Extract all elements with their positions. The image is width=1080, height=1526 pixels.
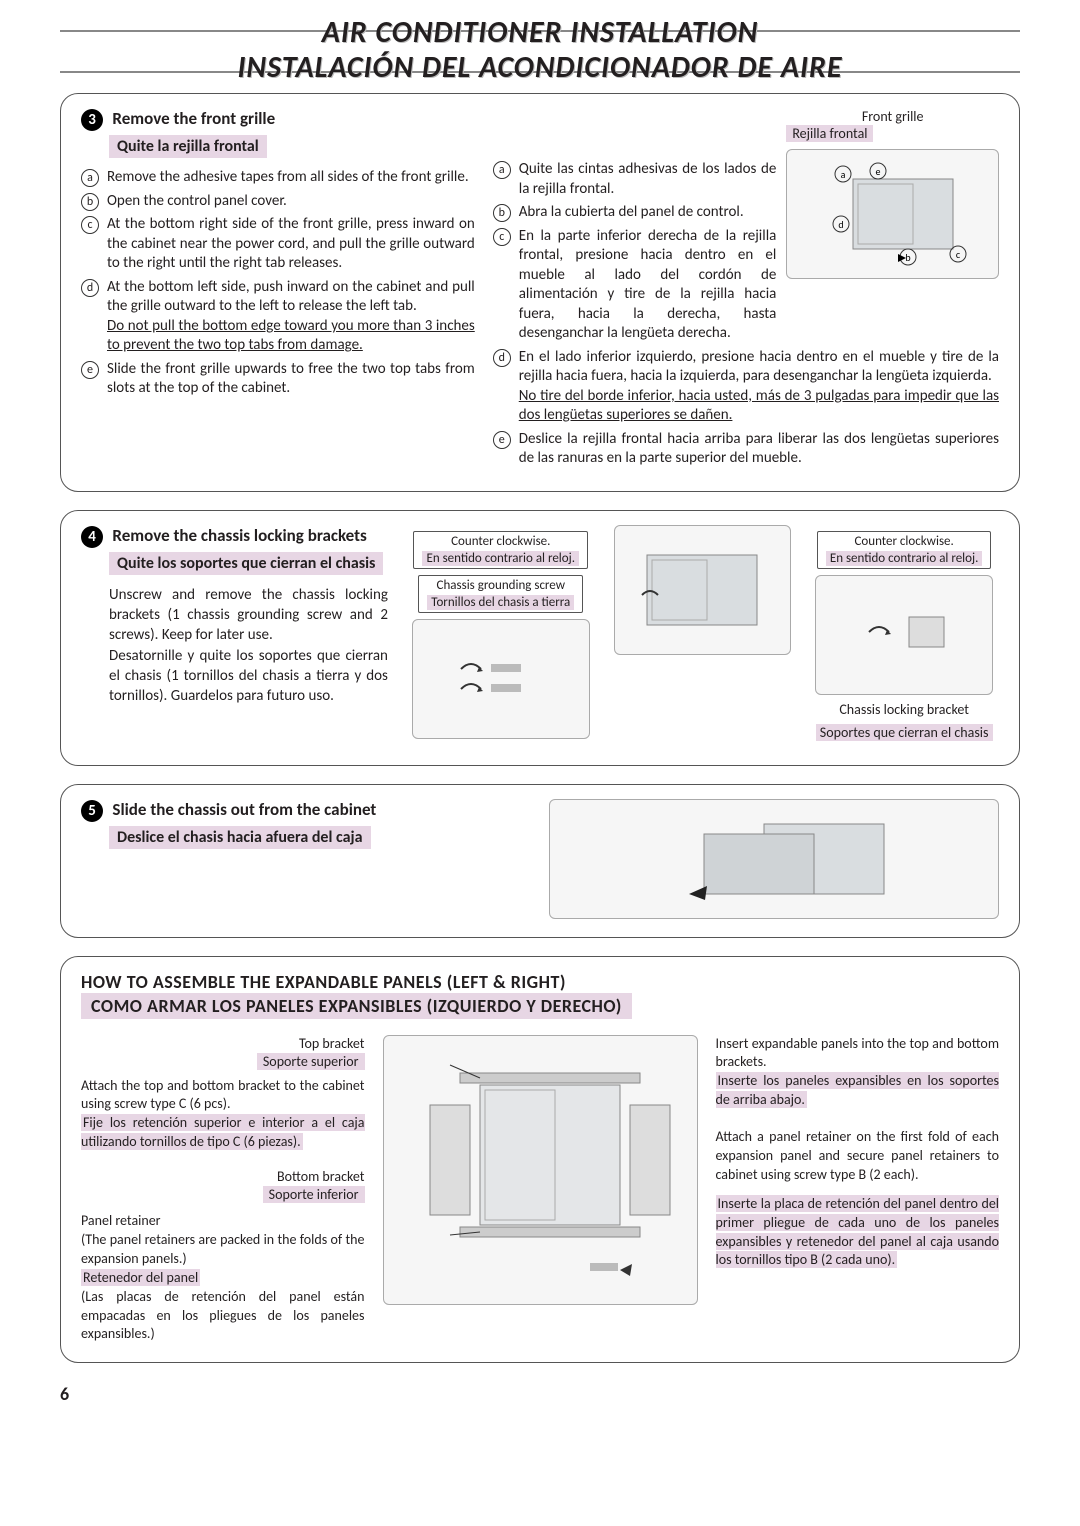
page-title-block: AIR CONDITIONER INSTALLATION INSTALACIÓN… (60, 30, 1020, 73)
bottom-bracket-label-en: Bottom bracket (277, 1168, 365, 1185)
step4-box: 4 Remove the chassis locking brackets Qu… (60, 510, 1020, 766)
step4-figure-screws (412, 619, 590, 739)
step5-box: 5 Slide the chassis out from the cabinet… (60, 784, 1020, 938)
step5-title-es: Deslice el chasis hacia afuera del caja (109, 826, 371, 849)
panels-box: HOW TO ASSEMBLE THE EXPANDABLE PANELS (L… (60, 956, 1020, 1364)
insert-es: Inserte los paneles expansibles en los s… (716, 1072, 1000, 1108)
retainer-en: Panel retainer (81, 1212, 161, 1229)
step4-figure-unit (614, 525, 792, 655)
panels-figure (383, 1035, 698, 1305)
step4-body-es: Desatornille y quite los soportes que ci… (109, 647, 388, 706)
step3-number: 3 (81, 109, 103, 131)
step3-figure: a e d b c (786, 149, 999, 279)
title-line-es: INSTALACIÓN DEL ACONDICIONADOR DE AIRE (60, 51, 1020, 86)
step5-title-en: Slide the chassis out from the cabinet (112, 799, 376, 820)
insert-en: Insert expandable panels into the top an… (716, 1035, 1000, 1071)
svg-text:e: e (875, 165, 880, 178)
step3-list-es: aQuite las cintas adhesivas de los lados… (493, 160, 777, 344)
step4-figure-bracket (815, 575, 993, 695)
step3-title-en: Remove the front grille (112, 108, 275, 129)
step4-title-es: Quite los soportes que cierran el chasis (109, 552, 383, 575)
step3-box: 3 Remove the front grille Quite la rejil… (60, 93, 1020, 492)
step4-number: 4 (81, 526, 103, 548)
page-number: 6 (60, 1383, 1020, 1405)
panels-heading-es: COMO ARMAR LOS PANELES EXPANSIBLES (IZQU… (81, 993, 632, 1019)
svg-text:c: c (956, 248, 961, 261)
bracket-label-es: Soportes que cierran el chasis (816, 724, 993, 741)
retainer-note-en: (The panel retainers are packed in the f… (81, 1231, 365, 1267)
title-line-en: AIR CONDITIONER INSTALLATION (60, 16, 1020, 51)
svg-text:d: d (838, 218, 843, 231)
ground-screw-label: Chassis grounding screw Tornillos del ch… (418, 575, 583, 613)
secure-en: Attach a panel retainer on the first fol… (716, 1128, 1000, 1183)
front-grille-label-es: Rejilla frontal (786, 125, 873, 142)
step4-title-en: Remove the chassis locking brackets (112, 525, 366, 546)
secure-es: Inserte la placa de retención del panel … (716, 1195, 1000, 1269)
retainer-note-es: (Las placas de retención del panel están… (81, 1288, 365, 1343)
step5-figure (549, 799, 999, 919)
bottom-bracket-label-es: Soporte inferior (263, 1186, 365, 1203)
bracket-label-en: Chassis locking bracket (839, 701, 969, 718)
step4-body-en: Unscrew and remove the chassis locking b… (109, 586, 388, 645)
attach-text-es: Fije los retención superior e interior a… (81, 1114, 365, 1150)
step3-title-es: Quite la rejilla frontal (109, 135, 267, 158)
front-grille-label-en: Front grille (786, 108, 999, 125)
panels-heading-en: HOW TO ASSEMBLE THE EXPANDABLE PANELS (L… (81, 971, 999, 993)
ccw-label-1: Counter clockwise. En sentido contrario … (413, 531, 588, 569)
step3-list-en: aRemove the adhesive tapes from all side… (81, 168, 475, 399)
top-bracket-label-es: Soporte superior (257, 1053, 365, 1070)
svg-text:b: b (905, 251, 910, 264)
ccw-label-2: Counter clockwise. En sentido contrario … (817, 531, 992, 569)
step3-list-es-cont: dEn el lado inferior izquierdo, presione… (493, 348, 999, 469)
attach-text-en: Attach the top and bottom bracket to the… (81, 1077, 365, 1113)
svg-text:a: a (840, 168, 845, 181)
step5-number: 5 (81, 800, 103, 822)
retainer-es: Retenedor del panel (81, 1269, 200, 1286)
top-bracket-label-en: Top bracket (299, 1035, 365, 1052)
